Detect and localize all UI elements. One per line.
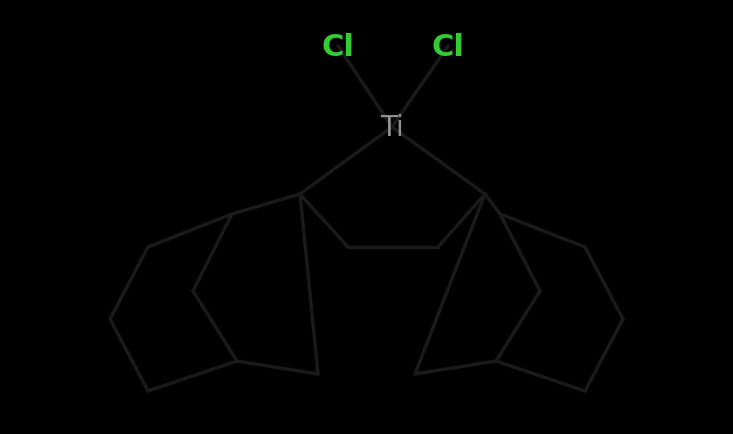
Text: Cl: Cl — [432, 33, 465, 61]
Text: Ti: Ti — [380, 114, 404, 141]
Text: Cl: Cl — [322, 33, 355, 61]
